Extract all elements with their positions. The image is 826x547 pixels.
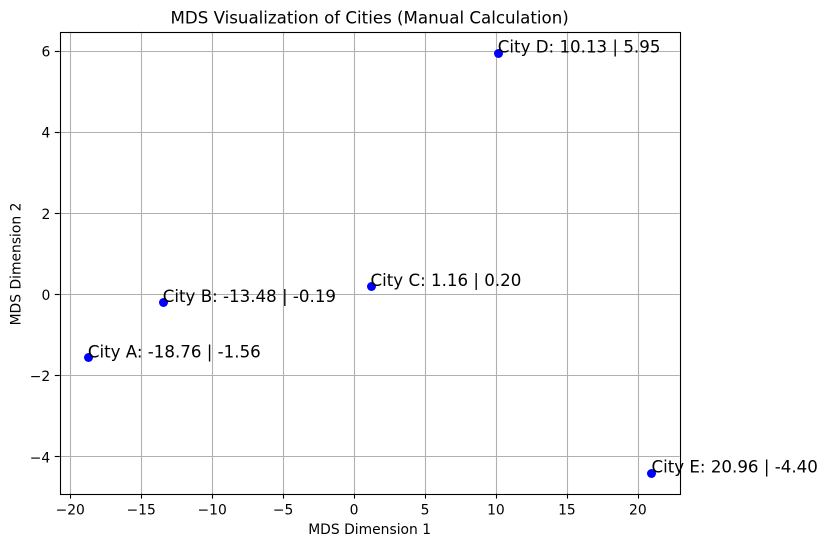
y-tick-label: 0 [41, 288, 50, 304]
point-annotation: City A: -18.76 | -1.56 [88, 342, 261, 361]
y-tick-label: 2 [41, 207, 50, 223]
y-tick-labels: −4 −2 0 2 4 6 [30, 45, 51, 467]
grid-lines [59, 31, 680, 494]
y-axis-label: MDS Dimension 2 [9, 203, 25, 326]
x-tick-label: −5 [273, 503, 293, 519]
axes-frame [59, 31, 682, 496]
x-tick-label: 10 [487, 503, 505, 519]
x-tick-label: −10 [198, 503, 227, 519]
x-tick-label: 20 [629, 503, 647, 519]
y-tick-label: −2 [30, 369, 50, 385]
scatter-point [159, 298, 168, 307]
chart-title: MDS Visualization of Cities (Manual Calc… [171, 9, 569, 28]
point-annotation: City C: 1.16 | 0.20 [371, 271, 522, 290]
x-axis-label: MDS Dimension 1 [308, 522, 431, 538]
y-tick-label: 6 [41, 45, 50, 61]
data-points [84, 49, 656, 478]
x-tick-label: −20 [56, 503, 85, 519]
data-point-labels: City A: -18.76 | -1.56 City B: -13.48 | -… [88, 38, 818, 477]
x-tick-label: −15 [127, 503, 156, 519]
scatter-point [84, 353, 93, 362]
point-annotation: City B: -13.48 | -0.19 [163, 287, 336, 306]
y-tick-label: −4 [30, 450, 51, 466]
point-annotation: City D: 10.13 | 5.95 [498, 38, 661, 57]
point-annotation: City E: 20.96 | -4.40 [651, 458, 817, 477]
axis-ticks [54, 50, 640, 499]
x-tick-labels: −20 −15 −10 −5 0 5 10 15 20 [56, 503, 647, 519]
x-tick-label: 5 [421, 503, 430, 519]
scatter-point [494, 49, 503, 58]
scatter-point [367, 282, 376, 291]
y-tick-label: 4 [41, 126, 50, 142]
x-tick-label: 0 [350, 503, 359, 519]
x-tick-label: 15 [558, 503, 576, 519]
scatter-point [647, 469, 656, 478]
